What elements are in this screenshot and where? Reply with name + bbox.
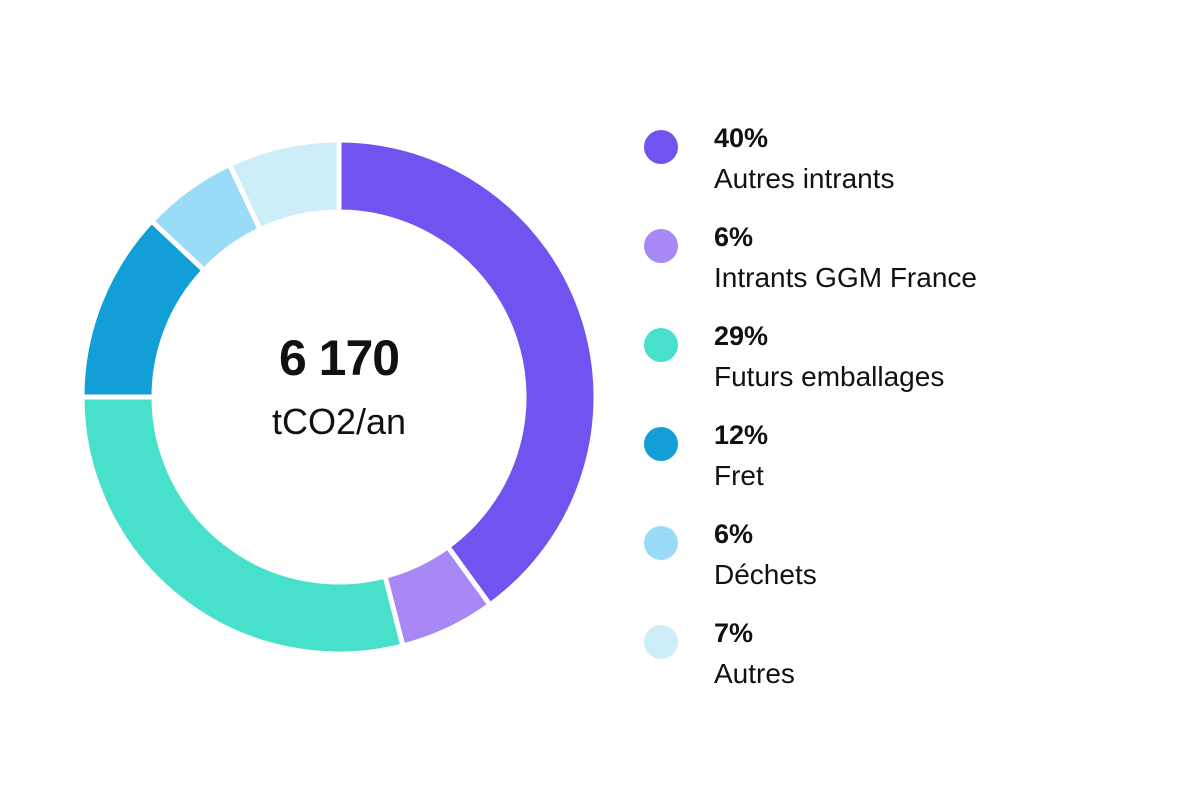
donut-segment-autres [226,137,342,233]
legend-label: Autres [714,658,795,689]
legend-swatch-icon [644,229,678,263]
donut-segment-autres-intrants [336,137,599,609]
legend-swatch-icon [644,427,678,461]
legend-percentage: 7% [714,618,754,648]
legend-percentage: 12% [714,420,769,450]
legend-label: Futurs emballages [714,361,945,392]
legend-percentage: 29% [714,321,769,351]
legend-percentage: 40% [714,123,769,153]
legend-percentage: 6% [714,222,754,252]
legend-label: Intrants GGM France [714,262,977,293]
legend-swatch-icon [644,328,678,362]
legend-percentage: 6% [714,519,754,549]
legend-swatch-icon [644,526,678,560]
legend-label: Fret [714,460,764,491]
legend-swatch-icon [644,130,678,164]
donut-chart [79,137,599,657]
donut-segment-futurs-emballages [79,394,406,657]
total-emissions-value: 6 170 [278,330,400,386]
total-emissions-unit: tCO2/an [271,401,407,442]
legend-swatch-icon [644,625,678,659]
legend-label: Autres intrants [714,163,895,194]
legend-label: Déchets [714,559,817,590]
